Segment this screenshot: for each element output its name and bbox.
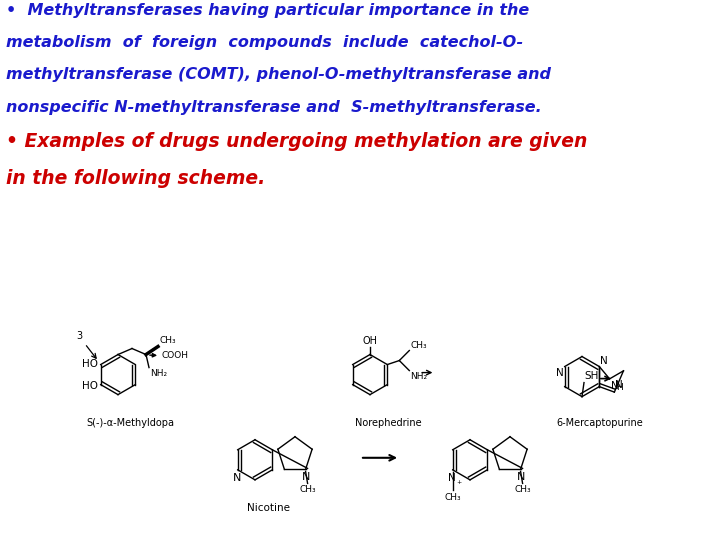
Text: Norephedrine: Norephedrine <box>355 418 421 428</box>
Text: N: N <box>616 380 623 390</box>
Text: •  Methyltransferases having particular importance in the: • Methyltransferases having particular i… <box>6 3 529 18</box>
Text: OH: OH <box>362 335 377 346</box>
Text: COOH: COOH <box>161 351 188 360</box>
Text: metabolism  of  foreign  compounds  include  catechol-O-: metabolism of foreign compounds include … <box>6 35 523 50</box>
Text: Nicotine: Nicotine <box>248 503 290 513</box>
Text: N: N <box>302 472 310 482</box>
Text: NH₂: NH₂ <box>150 369 167 377</box>
Text: H: H <box>616 383 624 392</box>
Text: • Examples of drugs undergoing methylation are given: • Examples of drugs undergoing methylati… <box>6 132 587 151</box>
Text: HO: HO <box>81 381 98 390</box>
Text: CH₃: CH₃ <box>514 485 531 495</box>
Text: S(-)-α-Methyldopa: S(-)-α-Methyldopa <box>86 418 174 428</box>
Text: 3: 3 <box>76 332 83 341</box>
Text: ⁺: ⁺ <box>456 480 462 490</box>
Text: N: N <box>556 368 564 377</box>
Text: N: N <box>600 355 608 366</box>
Text: N: N <box>448 473 456 483</box>
Text: CH₃: CH₃ <box>159 335 176 345</box>
Text: CH₃: CH₃ <box>300 485 316 495</box>
Text: NH₂: NH₂ <box>410 372 428 381</box>
Text: in the following scheme.: in the following scheme. <box>6 169 265 188</box>
Text: N: N <box>233 473 241 483</box>
Text: N: N <box>611 381 618 391</box>
Text: HO: HO <box>81 359 98 369</box>
Text: nonspecific N-methyltransferase and  S-methyltransferase.: nonspecific N-methyltransferase and S-me… <box>6 100 541 115</box>
Text: SH: SH <box>584 370 598 381</box>
Text: CH₃: CH₃ <box>444 493 461 502</box>
Text: CH₃: CH₃ <box>410 341 427 349</box>
Text: 6-Mercaptopurine: 6-Mercaptopurine <box>557 418 644 428</box>
Text: methyltransferase (COMT), phenol-O-methyltransferase and: methyltransferase (COMT), phenol-O-methy… <box>6 68 551 83</box>
Text: N: N <box>516 472 525 482</box>
